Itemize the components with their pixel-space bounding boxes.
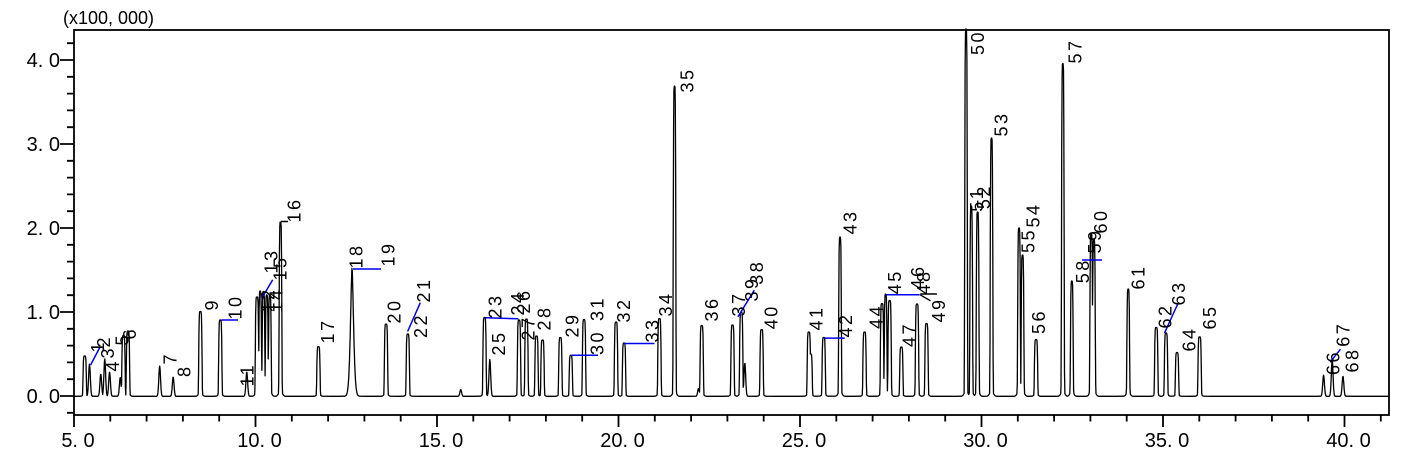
svg-text:34: 34 [656,291,676,316]
svg-text:2: 2 [94,335,114,348]
svg-text:33: 33 [643,317,663,342]
svg-text:17: 17 [318,318,338,343]
svg-text:24: 24 [508,290,528,315]
svg-text:59: 59 [1085,228,1105,253]
svg-text:21: 21 [414,277,434,302]
svg-text:67: 67 [1334,322,1354,347]
svg-text:52: 52 [974,184,994,209]
svg-text:41: 41 [807,305,827,330]
svg-text:19: 19 [379,241,399,266]
svg-text:61: 61 [1129,264,1149,289]
svg-text:23: 23 [486,293,506,318]
svg-text:6: 6 [120,327,140,340]
svg-text:5. 0: 5. 0 [61,430,94,452]
svg-text:47: 47 [900,322,920,347]
svg-text:37: 37 [729,291,749,316]
svg-text:22: 22 [411,313,431,338]
svg-text:38: 38 [747,260,767,285]
svg-text:3. 0: 3. 0 [27,134,60,156]
svg-text:55: 55 [1019,228,1039,253]
svg-text:35: 35 [678,67,698,92]
svg-text:30: 30 [588,330,608,355]
svg-text:14: 14 [267,287,287,312]
svg-text:28: 28 [535,305,555,330]
svg-text:20: 20 [385,298,405,323]
svg-text:1. 0: 1. 0 [27,302,60,324]
svg-text:40: 40 [762,304,782,329]
svg-text:62: 62 [1156,303,1176,328]
svg-text:49: 49 [929,297,949,322]
svg-text:3: 3 [98,346,118,359]
svg-text:54: 54 [1024,202,1044,227]
svg-text:36: 36 [702,296,722,321]
svg-text:56: 56 [1029,309,1049,334]
svg-text:64: 64 [1180,326,1200,351]
svg-text:63: 63 [1169,280,1189,305]
svg-text:48: 48 [914,269,934,294]
svg-text:11: 11 [238,363,258,387]
svg-text:51: 51 [967,187,987,212]
svg-text:29: 29 [563,312,583,337]
svg-text:50: 50 [968,30,988,55]
svg-text:31: 31 [588,296,608,321]
svg-text:42: 42 [836,312,856,337]
svg-text:27: 27 [519,315,539,340]
svg-text:68: 68 [1343,347,1363,372]
svg-text:25: 25 [489,330,509,355]
svg-text:53: 53 [992,111,1012,136]
svg-text:16: 16 [284,197,304,222]
svg-text:10: 10 [226,294,246,319]
svg-text:8: 8 [175,364,195,377]
svg-text:15. 0: 15. 0 [419,430,463,452]
svg-text:25. 0: 25. 0 [782,430,826,452]
svg-text:20. 0: 20. 0 [600,430,644,452]
svg-text:43: 43 [841,209,861,234]
svg-text:39: 39 [742,276,762,301]
svg-text:65: 65 [1200,304,1220,329]
svg-text:4: 4 [103,359,123,372]
svg-text:44: 44 [867,304,887,329]
svg-text:0. 0: 0. 0 [27,386,60,408]
svg-text:4. 0: 4. 0 [27,50,60,72]
svg-text:26: 26 [514,288,534,313]
svg-text:58: 58 [1073,258,1093,283]
svg-text:5: 5 [113,333,133,346]
svg-text:7: 7 [161,352,181,365]
svg-text:32: 32 [614,297,634,322]
svg-text:12: 12 [259,287,279,312]
svg-text:57: 57 [1066,38,1086,63]
svg-text:10. 0: 10. 0 [237,430,281,452]
svg-text:15: 15 [271,255,291,280]
svg-text:9: 9 [202,298,222,311]
svg-text:66: 66 [1324,350,1344,375]
svg-text:1: 1 [88,340,108,353]
svg-text:60: 60 [1091,208,1111,233]
svg-text:35. 0: 35. 0 [1145,430,1189,452]
svg-text:40. 0: 40. 0 [1326,430,1370,452]
svg-text:46: 46 [908,264,928,289]
svg-text:18: 18 [347,243,367,268]
svg-text:30. 0: 30. 0 [963,430,1007,452]
svg-text:(x100, 000): (x100, 000) [63,8,154,28]
svg-text:13: 13 [262,248,282,273]
svg-text:2. 0: 2. 0 [27,218,60,240]
svg-text:45: 45 [885,269,905,294]
